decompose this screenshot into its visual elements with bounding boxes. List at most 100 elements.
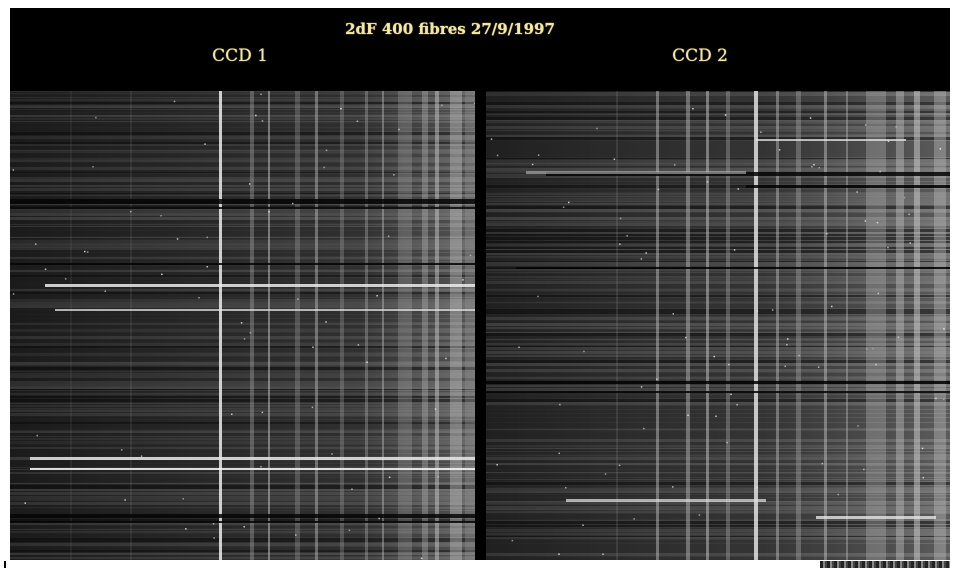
dark-fibre-row xyxy=(546,172,950,176)
cosmic-ray xyxy=(356,120,359,122)
cosmic-ray xyxy=(292,202,294,205)
spectrum-row xyxy=(10,472,475,474)
ccd1-spectra-image xyxy=(10,91,475,560)
cosmic-ray xyxy=(325,149,328,152)
spectrum-row xyxy=(10,105,475,106)
spectrum-row xyxy=(10,323,475,325)
spectrum-row xyxy=(10,543,475,546)
cosmic-ray xyxy=(325,321,327,323)
spectrum-row xyxy=(486,553,950,556)
cosmic-ray xyxy=(398,128,400,131)
spectrum-row xyxy=(486,247,950,249)
cosmic-ray xyxy=(778,149,781,151)
spectrum-row xyxy=(10,512,475,515)
spectrum-row xyxy=(486,302,950,303)
spectrum-row xyxy=(486,168,950,171)
sky-line xyxy=(130,91,132,560)
cosmic-ray xyxy=(243,526,245,528)
spectrum-row xyxy=(10,160,475,162)
spectrum-row xyxy=(10,371,475,372)
cosmic-ray xyxy=(626,235,628,237)
cosmic-ray xyxy=(728,363,730,366)
cosmic-ray xyxy=(104,290,106,292)
spectrum-row xyxy=(10,422,475,424)
spectrum-row xyxy=(486,547,950,550)
spectrum-row xyxy=(10,555,475,556)
spectrum-row xyxy=(486,360,950,363)
spectrum-row xyxy=(486,111,950,113)
cosmic-ray xyxy=(420,557,423,560)
cosmic-ray xyxy=(348,529,351,532)
cosmic-ray xyxy=(674,164,676,166)
cosmic-ray xyxy=(393,174,395,176)
spectrum-row xyxy=(486,276,950,278)
spectrum-row xyxy=(10,123,475,125)
cosmic-ray xyxy=(387,235,390,237)
cosmic-ray xyxy=(243,338,246,340)
spectrum-row xyxy=(486,135,950,137)
spectrum-row xyxy=(10,492,475,495)
spectrum-row xyxy=(10,424,475,426)
spectrum-row xyxy=(486,474,950,477)
spectrum-row xyxy=(486,321,950,323)
spectrum-row xyxy=(10,447,475,449)
spectrum-row xyxy=(486,491,950,493)
cosmic-ray xyxy=(908,213,910,216)
spectrum-row xyxy=(10,529,475,530)
spectrum-row xyxy=(10,246,475,247)
spectrum-row xyxy=(10,272,475,275)
ccd-background xyxy=(486,91,950,560)
spectrum-row xyxy=(486,295,950,297)
spectrum-row xyxy=(486,357,950,359)
spectrum-row xyxy=(486,163,950,164)
cosmic-ray xyxy=(698,514,701,516)
bottom-left-mark xyxy=(4,561,6,568)
cosmic-ray xyxy=(198,297,200,299)
spectrum-row xyxy=(486,472,950,473)
spectrum-row xyxy=(486,201,950,202)
spectrum-row xyxy=(10,243,475,246)
spectrum-row xyxy=(10,481,475,482)
cosmic-ray xyxy=(213,537,215,539)
cosmic-ray xyxy=(715,415,717,417)
spectrum-row xyxy=(486,455,950,456)
spectrum-row xyxy=(486,205,950,206)
spectrum-row xyxy=(10,185,475,187)
spectrum-row xyxy=(486,286,950,288)
cosmic-ray xyxy=(261,411,264,414)
cosmic-ray xyxy=(249,332,252,334)
cosmic-ray xyxy=(173,100,176,103)
spectrum-row xyxy=(486,109,950,111)
spectrum-row xyxy=(10,177,475,179)
cosmic-ray xyxy=(206,236,208,239)
spectrum-row xyxy=(10,365,475,366)
cosmic-ray xyxy=(311,406,314,409)
spectrum-row xyxy=(10,325,475,328)
spectrum-row xyxy=(10,319,475,322)
cosmic-ray xyxy=(537,295,539,298)
cosmic-ray xyxy=(921,447,924,450)
spectrum-row xyxy=(10,220,475,223)
cosmic-ray xyxy=(240,322,243,324)
sky-line xyxy=(450,91,462,560)
spectra-panel: 2dF 400 fibres 27/9/1997 CCD 1 CCD 2 xyxy=(10,8,950,560)
spectrum-row xyxy=(486,448,950,449)
sky-line xyxy=(866,91,886,560)
spectrum-row xyxy=(10,349,475,352)
cosmic-ray xyxy=(331,453,333,455)
spectrum-row xyxy=(486,445,950,447)
spectrum-row xyxy=(486,536,950,537)
spectrum-row xyxy=(10,118,475,120)
spectrum-row xyxy=(486,217,950,220)
spectrum-row xyxy=(10,191,475,193)
spectrum-row xyxy=(10,405,475,407)
spectrum-row xyxy=(10,140,475,142)
spectrum-row xyxy=(10,505,475,507)
spectrum-row xyxy=(486,229,950,232)
spectrum-row xyxy=(10,120,475,121)
cosmic-ray xyxy=(864,124,867,126)
spectrum-row xyxy=(486,323,950,326)
spectrum-row xyxy=(486,149,950,152)
spectrum-row xyxy=(10,550,475,552)
